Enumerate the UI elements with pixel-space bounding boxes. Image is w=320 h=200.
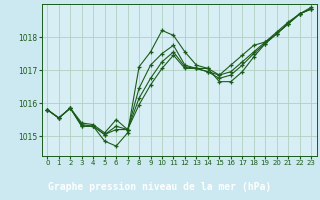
Text: Graphe pression niveau de la mer (hPa): Graphe pression niveau de la mer (hPa) [48, 182, 272, 192]
